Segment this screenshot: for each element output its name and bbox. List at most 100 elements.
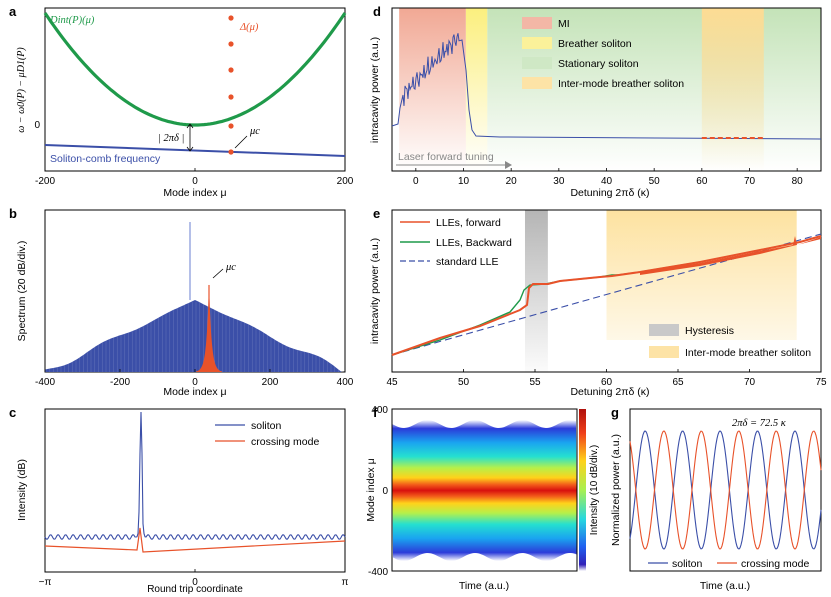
spectrum-comb-lines [45, 302, 343, 372]
dispersion-curve [43, 12, 347, 127]
d-x-ticklabel-1: 10 [458, 176, 470, 187]
panel-label-b: b [9, 206, 17, 221]
soliton-trace [44, 411, 346, 540]
delta-dot-4 [228, 123, 234, 129]
e-x-ticklabel-3: 60 [601, 377, 613, 388]
axes-f [391, 408, 578, 572]
mu-c-label-b: μc [225, 262, 236, 273]
d-ylabel: intracavity power (a.u.) [369, 37, 381, 143]
b-xticks: -400 -200 0 200 400 [35, 369, 354, 388]
legend-c-soliton: soliton [251, 420, 282, 432]
axes-g [629, 408, 822, 572]
crossing-mode-oscillation [629, 430, 822, 550]
d-x-ticklabel-7: 70 [744, 176, 756, 187]
c-x-ticklabel-2: π [342, 577, 349, 588]
dispersion-label: Dint(P)(μ) [49, 15, 95, 26]
d-x-ticklabel-6: 60 [696, 176, 708, 187]
d-regions [399, 8, 821, 171]
legend-e-hysteresis-swatch [649, 324, 679, 336]
intracavity-power-trace [391, 33, 822, 140]
e-legend: LLEs, forward LLEs, Backward standard LL… [400, 217, 811, 359]
b-ylabel: Spectrum (20 dB/div.) [16, 241, 28, 342]
legend-e-hysteresis: Hysteresis [685, 325, 734, 337]
panel-a: a | 2πδ | μc Dint(P)(μ) Δ(μ) Soliton-com… [9, 4, 354, 199]
e-x-ticklabel-1: 50 [458, 377, 470, 388]
b-x-ticklabel-3: 200 [262, 377, 279, 388]
crossing-mode-trace [44, 527, 346, 553]
e-x-ticklabel-0: 45 [386, 377, 398, 388]
e-ylabel: intracavity power (a.u.) [369, 238, 381, 344]
b-x-ticklabel-4: 400 [337, 377, 354, 388]
delta-dot-1 [228, 41, 234, 47]
c-x-ticklabel-1: 0 [192, 577, 198, 588]
e-regions [524, 210, 797, 372]
mu-c-arrow-b [212, 268, 224, 279]
b-x-ticklabel-0: -400 [35, 377, 55, 388]
legend-d-stationary-swatch [522, 57, 552, 69]
c-xticks: −π 0 π [39, 569, 349, 588]
a-x-ticklabel-2: 200 [337, 176, 354, 187]
b-x-ticklabel-2: 0 [192, 377, 198, 388]
delta-label: Δ(μ) [239, 22, 259, 33]
a-xlabel: Mode index μ [163, 187, 226, 199]
legend-d-stationary: Stationary soliton [558, 58, 639, 70]
d-region-2 [487, 8, 821, 171]
c-xlabel: Round trip coordinate [147, 584, 243, 595]
d-x-ticklabel-2: 20 [506, 176, 518, 187]
d-xlabel: Detuning 2πδ (κ) [570, 187, 649, 199]
legend-d-mi-swatch [522, 17, 552, 29]
gap-arrows [186, 123, 194, 152]
a-xticks: -200 0 200 [35, 168, 354, 187]
comb-label: Soliton-comb frequency [50, 153, 161, 165]
panel-label-d: d [373, 4, 381, 19]
standard-lle-line [391, 233, 822, 356]
d-x-ticklabel-5: 50 [649, 176, 661, 187]
delta-dot-5 [228, 149, 234, 155]
delta-dots [228, 15, 234, 155]
legend-g-soliton: soliton [672, 558, 703, 570]
d-region-1 [465, 8, 488, 171]
legend-d-breather-swatch [522, 37, 552, 49]
panel-label-f: f [373, 405, 378, 420]
b-xlabel: Mode index μ [163, 386, 226, 398]
panel-label-e: e [373, 206, 380, 221]
panel-label-g: g [611, 405, 619, 420]
e-x-ticklabel-5: 70 [744, 377, 756, 388]
legend-d-intermode: Inter-mode breather soliton [558, 78, 684, 90]
a-ylabel: ω − ω0(P) − μD1(P) [16, 47, 27, 133]
e-x-ticklabel-4: 65 [672, 377, 684, 388]
soliton-oscillation [629, 430, 822, 550]
f-xlabel: Time (a.u.) [459, 580, 509, 592]
panel-d: d MI Breather soliton Stationary soliton… [369, 4, 822, 199]
legend-d-mi: MI [558, 18, 570, 30]
e-xticks: 45 50 55 60 65 70 75 [386, 369, 827, 388]
d-region-3 [701, 8, 764, 171]
d-x-ticklabel-4: 40 [601, 176, 613, 187]
legend-e-backward: LLEs, Backward [436, 237, 512, 249]
g-annotation: 2πδ = 72.5 κ [732, 418, 787, 429]
c-x-ticklabel-0: −π [39, 577, 52, 588]
legend-e-standard: standard LLE [436, 256, 498, 268]
d-region-0 [399, 8, 466, 171]
legend-c-crossing: crossing mode [251, 436, 319, 448]
d-x-ticklabel-3: 30 [553, 176, 565, 187]
heatmap [392, 420, 577, 561]
d-legend: MI Breather soliton Stationary soliton I… [522, 17, 684, 90]
e-xlabel: Detuning 2πδ (κ) [570, 386, 649, 398]
intermode-breather-band [640, 236, 821, 275]
legend-d-intermode-swatch [522, 77, 552, 89]
panel-f: f Intensity (10 dB/div.) 400 0 -400 Mode… [365, 405, 600, 592]
panel-label-c: c [9, 405, 16, 420]
legend-e-intermode: Inter-mode breather soliton [685, 347, 811, 359]
colorbar [579, 409, 586, 571]
gap-label: | 2πδ | [158, 133, 184, 144]
legend-g-crossing: crossing mode [741, 558, 809, 570]
legend-e-forward: LLEs, forward [436, 217, 501, 229]
b-x-ticklabel-1: -200 [110, 377, 130, 388]
a-ytick-0: 0 [34, 120, 40, 131]
d-x-ticklabel-0: 0 [413, 176, 419, 187]
lle-forward-trace [391, 235, 822, 356]
panel-b: b μc Spectrum (20 dB/div.) -400 -200 0 200 4… [9, 206, 354, 398]
f-ytick-top: 400 [371, 405, 388, 416]
